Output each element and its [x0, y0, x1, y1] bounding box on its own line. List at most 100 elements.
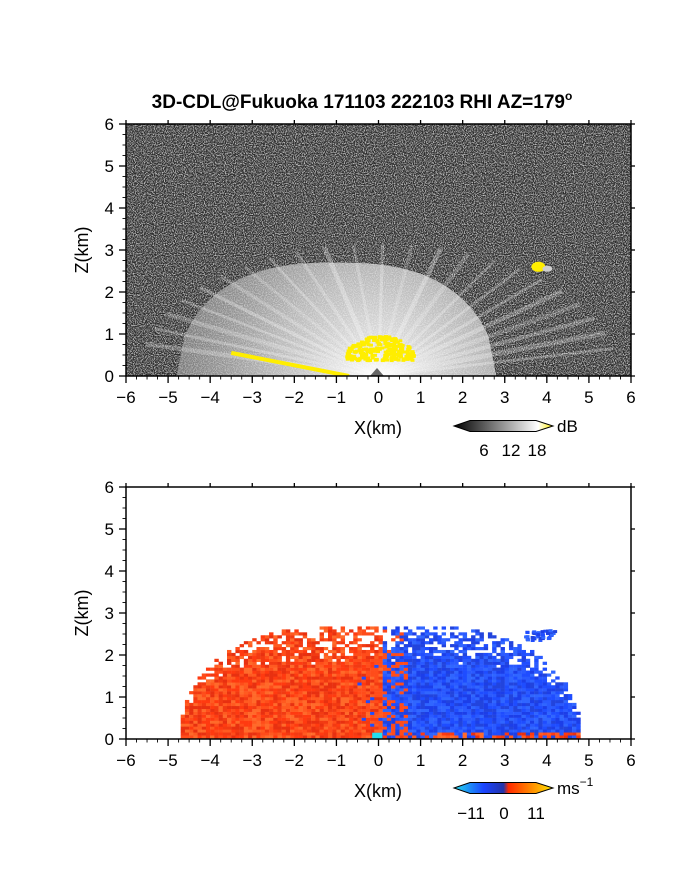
velocity-pixel: [298, 658, 303, 662]
velocity-pixel: [336, 647, 341, 651]
velocity-pixel: [256, 652, 261, 657]
velocity-pixel: [328, 711, 333, 715]
velocity-pixel: [294, 688, 299, 692]
strong-echo-pixel: [399, 355, 404, 359]
velocity-pixel: [294, 720, 299, 724]
velocity-pixel: [416, 638, 421, 642]
strong-echo-pixel: [406, 354, 411, 358]
velocity-pixel: [386, 732, 392, 736]
velocity-pixel: [273, 694, 278, 698]
velocity-pixel: [336, 694, 341, 698]
reflectivity-y-tick-label: 0: [105, 367, 114, 386]
velocity-pixel: [248, 688, 253, 692]
strong-echo-pixel: [385, 352, 390, 356]
velocity-pixel: [256, 641, 261, 645]
velocity-pixel: [218, 717, 223, 721]
velocity-pixel: [567, 708, 573, 712]
velocity-pixel: [407, 685, 413, 689]
velocity-pixel: [487, 635, 493, 639]
velocity-pixel: [471, 644, 476, 648]
velocity-pixel: [513, 685, 518, 689]
velocity-pixel: [323, 702, 329, 707]
velocity-pixel: [391, 711, 396, 715]
velocity-pixel: [424, 705, 430, 710]
velocity-pixel: [260, 661, 266, 665]
velocity-pixel: [336, 664, 341, 668]
velocity-pixel: [374, 697, 379, 701]
velocity-pixel: [370, 649, 375, 654]
velocity-pixel: [294, 691, 299, 695]
velocity-pixel: [466, 705, 472, 710]
velocity-pixel: [475, 647, 480, 651]
velocity-pixel: [479, 714, 484, 718]
velocity-pixel: [252, 685, 257, 689]
velocity-pixel: [340, 670, 346, 674]
velocity-pixel: [302, 673, 308, 677]
velocity-pixel: [328, 697, 333, 701]
velocity-pixel: [374, 708, 379, 712]
cloud-top-pixel: [532, 630, 537, 634]
velocity-pixel: [513, 649, 518, 654]
velocity-pixel: [412, 676, 417, 680]
velocity-pixel: [395, 679, 400, 683]
velocity-pixel: [256, 649, 261, 654]
velocity-pixel: [466, 673, 472, 677]
velocity-pixel: [189, 714, 194, 718]
velocity-pixel: [235, 647, 240, 651]
velocity-pixel: [508, 697, 514, 701]
velocity-pixel: [273, 726, 278, 730]
velocity-pixel: [483, 699, 489, 704]
velocity-pixel: [328, 729, 333, 733]
velocity-pixel: [319, 711, 324, 715]
velocity-pixel: [572, 705, 577, 710]
velocity-pixel: [437, 723, 442, 727]
velocity-pixel: [332, 676, 337, 680]
velocity-pixel: [353, 702, 358, 707]
velocity-pixel: [260, 655, 266, 660]
velocity-pixel: [504, 658, 510, 662]
velocity-pixel: [256, 735, 261, 739]
velocity-pixel: [349, 658, 354, 662]
velocity-pixel: [374, 667, 379, 671]
velocity-pixel: [559, 711, 564, 715]
velocity-pixel: [437, 655, 442, 660]
velocity-pixel: [285, 641, 291, 645]
velocity-pixel: [500, 655, 505, 660]
velocity-pixel: [302, 702, 308, 707]
velocity-pixel: [273, 714, 278, 718]
velocity-pixel: [353, 685, 358, 689]
velocity-pixel: [214, 708, 219, 712]
velocity-pixel: [340, 726, 346, 730]
velocity-pixel: [437, 732, 442, 736]
velocity-pixel: [311, 647, 316, 651]
velocity-pixel: [429, 697, 434, 701]
velocity-pixel: [391, 667, 396, 671]
velocity-pixel: [374, 673, 379, 677]
velocity-pixel: [492, 726, 497, 730]
velocity-pixel: [399, 649, 404, 654]
velocity-pixel: [269, 714, 274, 718]
velocity-pixel: [475, 685, 480, 689]
velocity-pixel: [538, 699, 543, 704]
velocity-pixel: [239, 655, 245, 660]
velocity-pixel: [424, 732, 430, 736]
velocity-pixel: [496, 685, 501, 689]
velocity-pixel: [201, 723, 207, 727]
velocity-pixel: [433, 699, 438, 704]
velocity-pixel: [370, 685, 375, 689]
velocity-pixel: [458, 664, 463, 668]
velocity-pixel: [487, 735, 493, 739]
velocity-pixel: [483, 644, 489, 648]
velocity-pixel: [264, 726, 270, 730]
velocity-pixel: [302, 676, 308, 680]
velocity-pixel: [218, 735, 223, 739]
velocity-pixel: [567, 714, 573, 718]
velocity-pixel: [504, 735, 510, 739]
velocity-pixel: [361, 649, 367, 654]
velocity-pixel: [294, 629, 299, 633]
velocity-pixel: [403, 723, 409, 727]
velocity-pixel: [500, 682, 505, 686]
velocity-pixel: [357, 644, 362, 648]
velocity-pixel: [248, 705, 253, 710]
